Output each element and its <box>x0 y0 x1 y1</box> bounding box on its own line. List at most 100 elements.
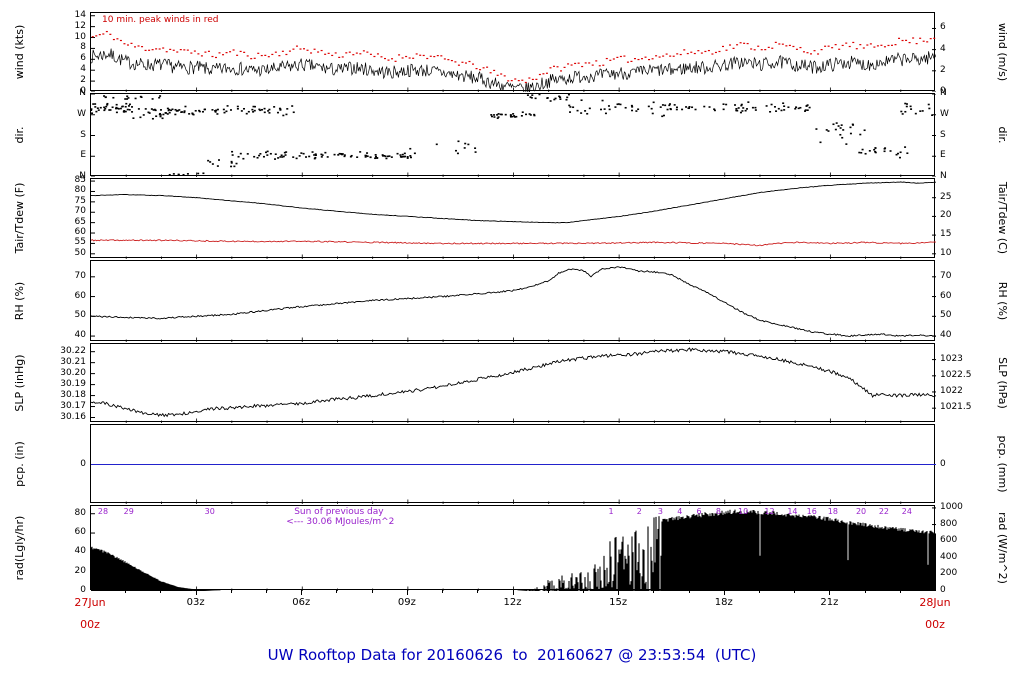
mj-mark-12: 12 <box>764 507 775 516</box>
sun-annotation-line2: <--- 30.06 MJoules/m^2 <box>286 517 395 527</box>
x-axis-tick <box>688 590 690 593</box>
ytick-left-wind: 4 <box>80 64 86 75</box>
ytick-left-wind: 6 <box>80 53 86 64</box>
ytick-left-dir: N <box>79 88 86 98</box>
x-axis-tick <box>618 590 620 595</box>
x-axis-tick <box>547 590 549 593</box>
ytick-left-slp: 30.17 <box>60 400 86 411</box>
x-axis-tick <box>512 590 514 595</box>
mj-mark-10: 10 <box>738 507 749 516</box>
ytick-right-dir: S <box>940 129 946 140</box>
ytick-right-rad: 200 <box>940 568 958 579</box>
chart-slp-plot <box>91 347 936 423</box>
ytick-left-tair: 75 <box>74 195 86 206</box>
ytick-left-wind: 12 <box>74 20 86 31</box>
ytick-right-tair: 10 <box>940 247 952 258</box>
ytick-left-slp: 30.16 <box>60 411 86 422</box>
ytick-right-rh: 60 <box>940 290 952 301</box>
mj-mark-8: 8 <box>715 507 722 516</box>
mj-mark-18: 18 <box>827 507 838 516</box>
ytick-right-pcp: 0 <box>940 458 946 469</box>
mj-mark-1: 1 <box>608 507 614 516</box>
ytick-left-rh: 50 <box>74 310 86 321</box>
axis-label-left-rad: rad(Lgly/hr) <box>13 515 26 580</box>
x-label-18z: 18z <box>714 597 733 608</box>
panel-wind <box>90 12 936 92</box>
chart-tair-plot <box>91 180 936 259</box>
ytick-right-slp: 1022.5 <box>940 369 972 380</box>
x-end-date: 28Jun <box>919 596 951 609</box>
ytick-left-rad: 40 <box>74 546 86 557</box>
x-axis-tick <box>758 590 760 593</box>
ytick-left-rad: 20 <box>74 565 86 576</box>
sun-annotation-line1: Sun of previous day <box>294 507 384 517</box>
ytick-left-slp: 30.20 <box>60 367 86 378</box>
ytick-left-dir: W <box>77 108 86 119</box>
ytick-right-rad: 800 <box>940 518 958 529</box>
ytick-left-dir: N <box>79 171 86 181</box>
x-axis-tick <box>582 590 584 593</box>
ytick-right-rad: 0 <box>940 585 946 595</box>
x-label-12z: 12z <box>503 597 522 608</box>
x-label-06z: 06z <box>292 597 311 608</box>
x-axis-tick <box>195 590 197 595</box>
ytick-left-rad: 80 <box>74 507 86 518</box>
panel-tair <box>90 178 936 259</box>
x-start-date: 27Jun <box>74 596 106 609</box>
ytick-right-wind: 6 <box>940 22 946 33</box>
ytick-right-rad: 600 <box>940 535 958 546</box>
ytick-right-dir: N <box>940 88 947 98</box>
mj-mark-2: 2 <box>636 507 642 516</box>
mj-mark-20: 20 <box>855 507 867 516</box>
ytick-left-tair: 65 <box>74 216 86 227</box>
ytick-right-tair: 25 <box>940 191 952 202</box>
x-end-hour: 00z <box>925 618 945 631</box>
x-axis-tick <box>336 590 338 593</box>
ytick-right-rh: 70 <box>940 270 952 281</box>
ytick-left-tair: 55 <box>74 237 86 248</box>
chart-title: UW Rooftop Data for 20160626 to 20160627… <box>267 646 757 664</box>
ytick-right-rh: 50 <box>940 310 952 321</box>
x-axis-tick <box>301 590 303 595</box>
ytick-right-rad: 400 <box>940 551 958 562</box>
ytick-left-rad: 60 <box>74 527 86 538</box>
ytick-left-slp: 30.18 <box>60 389 86 400</box>
ytick-left-rh: 70 <box>74 270 86 281</box>
wind-peak-annotation: 10 min. peak winds in red <box>102 15 219 25</box>
ytick-left-wind: 0 <box>80 86 86 96</box>
ytick-right-tair: 15 <box>940 229 952 240</box>
ytick-left-dir: S <box>80 129 86 140</box>
ytick-right-wind: 0 <box>940 86 946 96</box>
ytick-left-wind: 2 <box>80 75 86 86</box>
ytick-right-rad: 1000 <box>940 501 963 512</box>
mj-mark-22: 22 <box>878 507 890 516</box>
mj-mark-30: 30 <box>204 507 215 516</box>
x-axis-tick <box>477 590 479 593</box>
panel-slp <box>90 343 936 423</box>
mj-mark-14: 14 <box>787 507 798 516</box>
ytick-right-dir: N <box>940 171 947 181</box>
ytick-left-wind: 8 <box>80 42 86 53</box>
x-label-21z: 21z <box>820 597 839 608</box>
ytick-left-slp: 30.19 <box>60 378 86 389</box>
chart-rad-plot <box>91 507 936 591</box>
ytick-right-rh: 40 <box>940 330 952 341</box>
ytick-right-wind: 2 <box>940 64 946 75</box>
ytick-left-pcp: 0 <box>80 458 86 469</box>
mj-mark-28: 28 <box>97 507 109 516</box>
x-label-15z: 15z <box>609 597 628 608</box>
mj-mark-4: 4 <box>677 507 683 516</box>
x-axis-tick <box>125 590 127 593</box>
x-axis-tick <box>723 590 725 595</box>
x-axis-tick <box>371 590 373 593</box>
mj-mark-3: 3 <box>657 507 663 516</box>
ytick-right-tair: 20 <box>940 210 952 221</box>
ytick-right-slp: 1022 <box>940 385 963 396</box>
ytick-left-slp: 30.22 <box>60 345 86 356</box>
x-axis-tick <box>794 590 796 593</box>
panel-dir <box>90 93 936 177</box>
x-axis-tick <box>829 590 831 595</box>
ytick-left-slp: 30.21 <box>60 356 86 367</box>
x-start-hour: 00z <box>80 618 100 631</box>
